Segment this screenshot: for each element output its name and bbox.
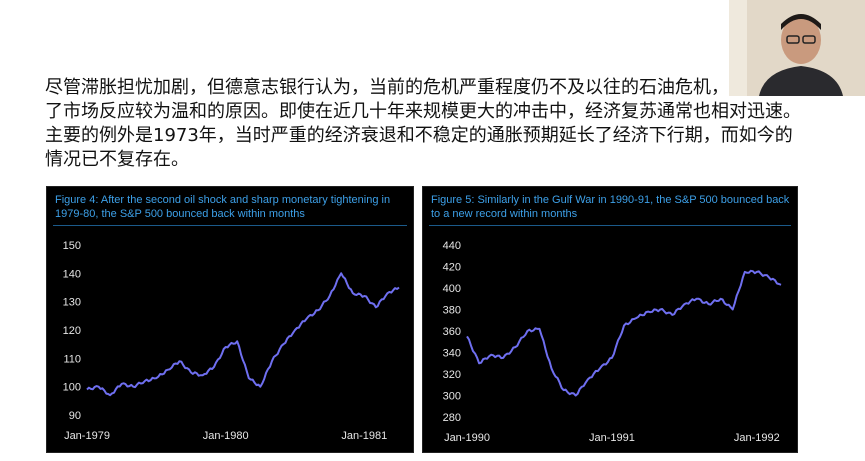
figure-4-chart: 90 100 110 120 130 140 150 Jan-1979 Jan-1980 Jan-… <box>63 240 400 442</box>
series-line <box>86 272 400 397</box>
y-tick-label: 130 <box>63 297 81 309</box>
x-tick-label: Jan-1979 <box>64 430 110 442</box>
figure-4-panel: Figure 4: After the second oil shock and… <box>46 186 414 453</box>
figure-separator <box>414 186 418 451</box>
y-tick-label: 150 <box>63 240 81 252</box>
x-tick-label: Jan-1990 <box>444 432 490 444</box>
figure-5-title: Figure 5: Similarly in the Gulf War in 1… <box>431 194 790 220</box>
y-tick-label: 320 <box>443 369 461 381</box>
figure-4-divider <box>53 225 407 226</box>
x-tick-label: Jan-1991 <box>589 432 635 444</box>
slide-paragraph: 尽管滞胀担忧加剧，但德意志银行认为，当前的危机严重程度仍不及以往的石油危机，这也… <box>45 77 801 170</box>
series-line <box>466 269 782 397</box>
y-tick-label: 90 <box>69 410 81 422</box>
x-tick-label: Jan-1992 <box>734 432 780 444</box>
figure-5-divider <box>429 225 791 226</box>
y-tick-label: 420 <box>443 262 461 274</box>
y-tick-label: 280 <box>443 412 461 424</box>
figure-5-chart: 280 300 320 340 360 380 400 420 440 Jan-1990 Jan-1… <box>443 240 782 444</box>
y-tick-label: 380 <box>443 305 461 317</box>
y-tick-label: 400 <box>443 283 461 295</box>
y-tick-label: 140 <box>63 268 81 280</box>
figure-4-title: Figure 4: After the second oil shock and… <box>55 194 391 220</box>
y-tick-label: 110 <box>63 353 81 365</box>
presenter-person-icon <box>729 0 865 96</box>
webcam-video <box>729 0 865 96</box>
y-tick-label: 100 <box>63 382 81 394</box>
y-tick-label: 340 <box>443 348 461 360</box>
y-tick-label: 300 <box>443 391 461 403</box>
figure-5-panel: Figure 5: Similarly in the Gulf War in 1… <box>422 186 798 453</box>
y-tick-label: 120 <box>63 325 81 337</box>
y-tick-label: 360 <box>443 326 461 338</box>
y-tick-label: 440 <box>443 240 461 252</box>
x-tick-label: Jan-1980 <box>203 430 249 442</box>
x-tick-label: Jan-1981 <box>341 430 387 442</box>
